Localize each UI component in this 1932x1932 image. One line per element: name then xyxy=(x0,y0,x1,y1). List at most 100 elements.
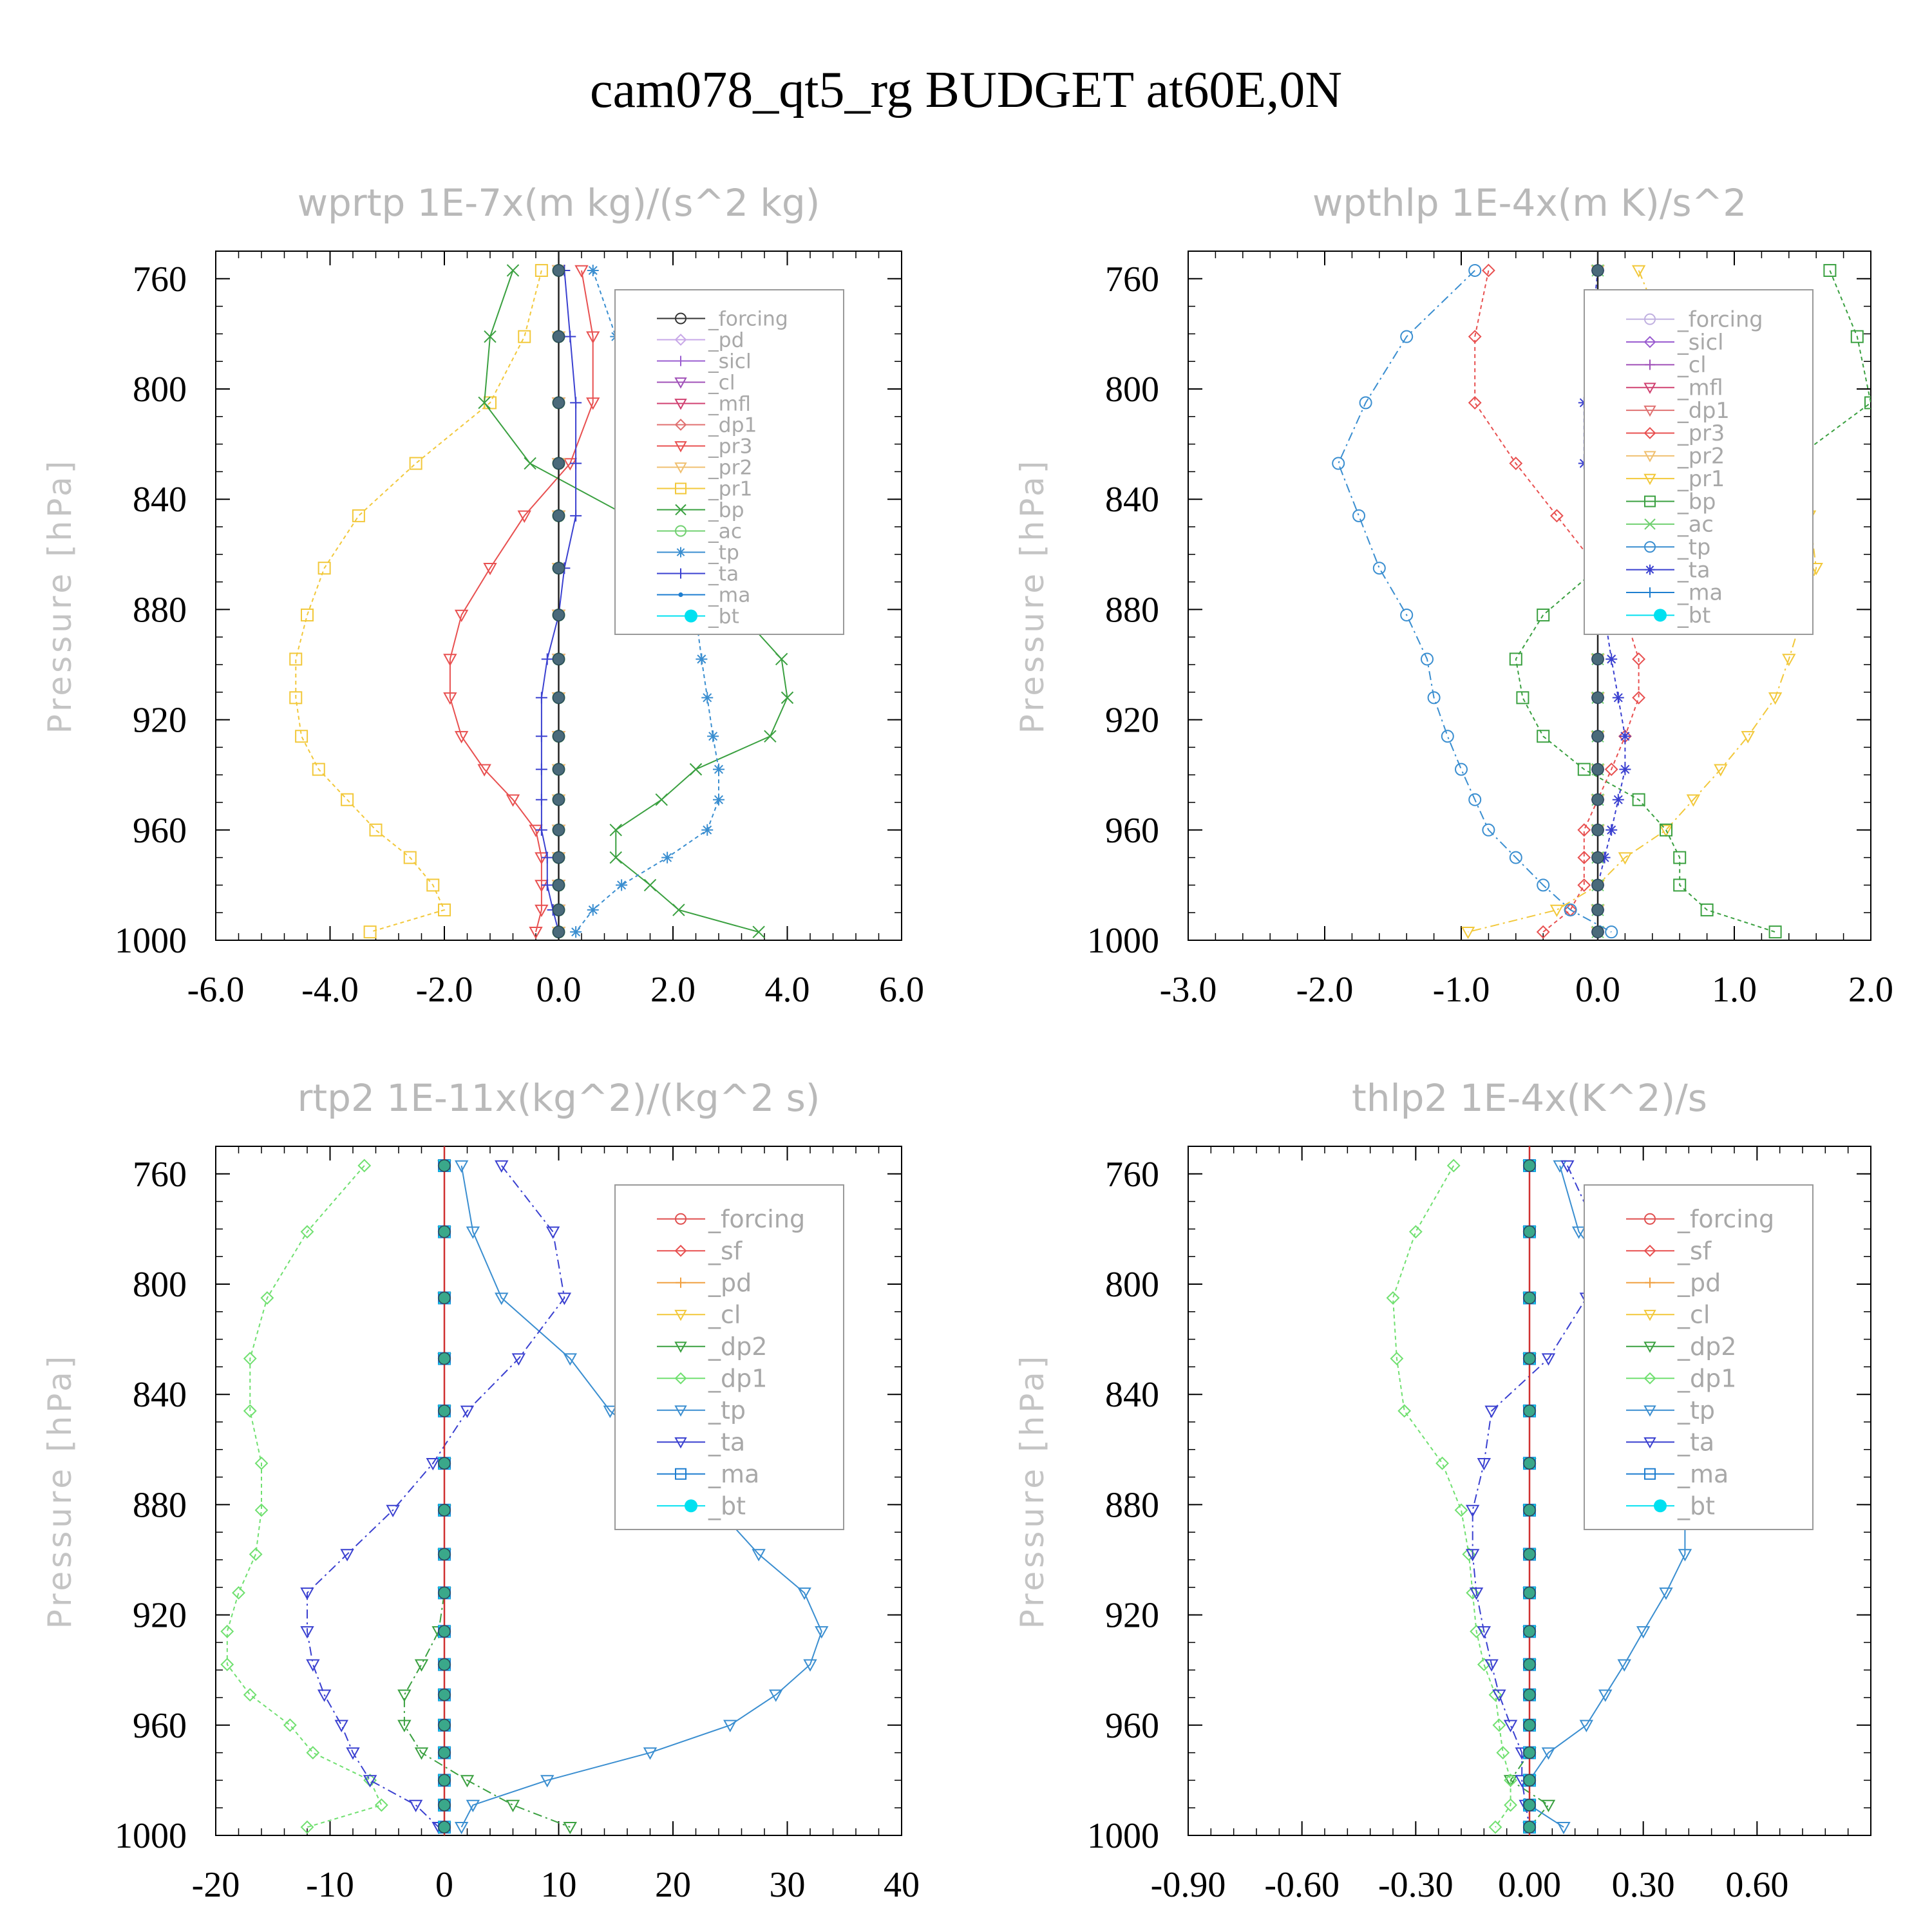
data-point xyxy=(603,1405,618,1418)
x-tick-label: 10 xyxy=(541,1865,577,1905)
data-point xyxy=(723,1719,737,1732)
data-point xyxy=(1481,263,1495,278)
x-tick-label: -0.30 xyxy=(1378,1865,1454,1905)
legend-marker xyxy=(685,1499,697,1513)
overlap-marker xyxy=(1523,1746,1536,1759)
overlap-marker xyxy=(1591,652,1604,666)
x-tick-label: 0.0 xyxy=(1575,970,1620,1010)
data-point xyxy=(283,1718,297,1732)
data-point xyxy=(454,1160,469,1173)
data-point xyxy=(769,1689,783,1702)
overlap-marker xyxy=(552,878,565,892)
data-point xyxy=(317,1689,332,1702)
data-point xyxy=(1768,925,1782,939)
series-line xyxy=(1392,1165,1511,1828)
legend-marker xyxy=(674,1405,687,1417)
data-point xyxy=(1631,265,1646,278)
y-tick-label: 760 xyxy=(1105,1155,1159,1195)
series-dp1 xyxy=(1386,1159,1517,1834)
y-tick-label: 800 xyxy=(133,370,187,410)
chart-panel-4: thlp2 1E-4x(K^2)/s Pressure [hPa] 760 800 84… xyxy=(1014,1076,1871,1905)
overlap-marker xyxy=(438,1225,451,1238)
overlap-marker xyxy=(552,851,565,864)
data-point xyxy=(1465,1504,1480,1518)
overlap-marker xyxy=(552,793,565,806)
legend-item: _bt xyxy=(1626,603,1710,628)
data-point xyxy=(1605,925,1618,939)
data-point xyxy=(563,1353,577,1366)
legend-label: _sf xyxy=(1677,1237,1712,1265)
data-point xyxy=(1604,762,1618,777)
legend-item: _dp1 xyxy=(657,1365,767,1393)
legend-label: _forcing xyxy=(1677,307,1763,332)
legend-label: _pr2 xyxy=(1677,444,1725,469)
overlap-marker xyxy=(1591,851,1604,864)
data-point xyxy=(1850,330,1864,343)
legend-label: _forcing xyxy=(708,307,788,330)
data-point xyxy=(1504,1773,1517,1787)
panel-title: wpthlp 1E-4x(m K)/s^2 xyxy=(1312,181,1747,225)
data-point xyxy=(535,763,547,775)
legend-label: _mfl xyxy=(708,392,751,415)
legend-label: _cl xyxy=(1677,352,1707,377)
legend-marker xyxy=(674,1309,687,1321)
legend-item: _ta xyxy=(657,562,739,585)
legend-label: _dp2 xyxy=(708,1332,767,1361)
data-point xyxy=(1577,823,1591,837)
data-point xyxy=(443,654,457,667)
legend-marker xyxy=(675,1213,687,1225)
legend-item: _dp2 xyxy=(657,1332,767,1361)
data-point xyxy=(752,1549,766,1562)
data-point xyxy=(301,608,314,621)
overlap-marker xyxy=(1523,1405,1536,1417)
legend-item: _tp xyxy=(657,1396,746,1425)
overlap-marker xyxy=(1591,824,1604,837)
legend-item: _cl xyxy=(657,371,735,394)
data-point xyxy=(1496,1746,1510,1760)
y-axis-label: Pressure [hPa] xyxy=(41,1353,79,1629)
data-point xyxy=(1612,793,1624,806)
overlap-marker xyxy=(438,1548,451,1561)
data-point xyxy=(1541,1799,1556,1812)
legend-item: _forcing xyxy=(1626,307,1763,332)
y-axis-label: Pressure [hPa] xyxy=(1014,1353,1051,1629)
data-point xyxy=(696,653,708,665)
data-point xyxy=(1537,730,1550,743)
data-point xyxy=(1577,878,1591,892)
legend-label: _pd xyxy=(708,1269,752,1297)
legend-item: _dp1 xyxy=(1626,398,1730,423)
data-point xyxy=(397,1689,412,1702)
data-point xyxy=(306,1659,320,1672)
y-tick-label: 800 xyxy=(1105,370,1159,410)
data-point xyxy=(1549,509,1564,523)
data-point xyxy=(220,1658,234,1672)
series-line xyxy=(1515,270,1871,933)
data-point xyxy=(1618,852,1633,865)
data-point xyxy=(1516,691,1530,705)
data-point xyxy=(1482,823,1495,837)
series-line xyxy=(1338,270,1612,933)
overlap-marker xyxy=(1523,1774,1536,1787)
data-point xyxy=(414,1659,429,1672)
legend-item: _ma xyxy=(1626,1460,1728,1488)
data-point xyxy=(689,762,703,776)
x-tick-label: 0.0 xyxy=(536,970,582,1010)
legend-marker xyxy=(1644,1213,1656,1225)
legend-marker xyxy=(674,334,687,346)
plot-area xyxy=(289,251,794,940)
data-point xyxy=(535,263,548,277)
data-point xyxy=(535,824,547,836)
y-tick-label: 880 xyxy=(1105,590,1159,630)
legend-label: _pd xyxy=(708,328,744,352)
legend-item: _tp xyxy=(1626,1396,1715,1425)
legend-item: _bp xyxy=(657,498,744,522)
data-point xyxy=(1553,1160,1567,1173)
data-point xyxy=(1509,457,1523,470)
data-point xyxy=(249,1548,263,1561)
overlap-marker xyxy=(1523,1548,1536,1561)
legend-marker xyxy=(674,1372,687,1385)
legend-marker xyxy=(1644,313,1656,325)
panel-title: thlp2 1E-4x(K^2)/s xyxy=(1352,1076,1707,1120)
overlap-marker xyxy=(552,509,565,522)
legend-label: _pd xyxy=(1677,1269,1721,1297)
